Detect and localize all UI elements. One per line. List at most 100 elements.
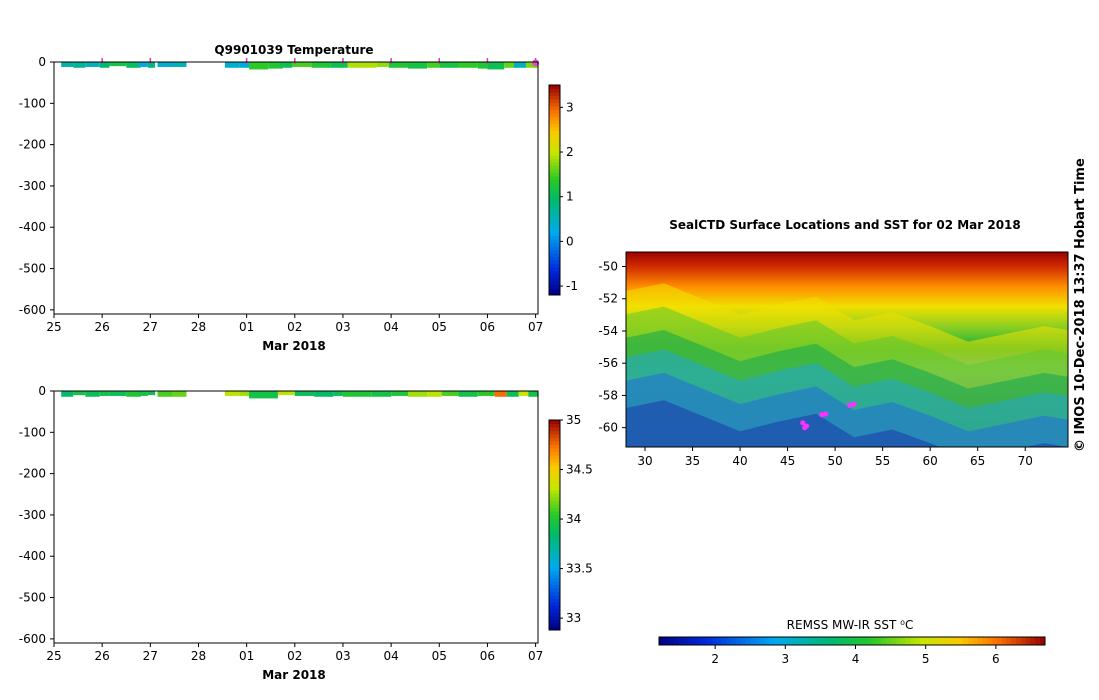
figure-canvas: Q9901039 Temperature 25 26 27 28 01 02 03 04 05 0…: [0, 0, 1099, 700]
profile-bar: [109, 391, 126, 396]
colorbar-segment: [1011, 637, 1016, 645]
colorbar-segment: [997, 637, 1002, 645]
colorbar-segment: [693, 637, 698, 645]
x-tick-label: 45: [780, 454, 795, 468]
colorbar-segment: [549, 455, 560, 459]
profile-bar: [478, 391, 495, 396]
colorbar-segment: [549, 595, 560, 599]
seal-location: [823, 411, 828, 416]
colorbar-segment: [549, 564, 560, 568]
profile-bar: [459, 62, 478, 68]
x-tick-label: 40: [732, 454, 747, 468]
colorbar-segment: [549, 599, 560, 603]
y-tick-label: -100: [19, 96, 46, 110]
colorbar-segment: [549, 152, 560, 156]
colorbar-segment: [775, 637, 780, 645]
x-tick-label: 30: [637, 454, 652, 468]
colorbar-segment: [746, 637, 751, 645]
colorbar-segment: [549, 438, 560, 442]
colorbar-segment: [659, 637, 664, 645]
colorbar-segment: [549, 553, 560, 557]
colorbar-segment: [857, 637, 862, 645]
x-tick-label: 06: [480, 649, 495, 663]
sst-colorbar-label: REMSS MW-IR SST ⁰C: [787, 618, 914, 632]
colorbar-segment: [881, 637, 886, 645]
colorbar-segment: [741, 637, 746, 645]
profile-bar: [314, 391, 333, 397]
sst-map-panel: SealCTD Surface Locations and SST for 02…: [598, 218, 1068, 666]
x-tick-label: 26: [95, 649, 110, 663]
y-tick-label: -400: [19, 220, 46, 234]
colorbar-segment: [549, 288, 560, 292]
x-tick-label: 01: [239, 320, 254, 334]
colorbar-segment: [736, 637, 741, 645]
colorbar-segment: [1006, 637, 1011, 645]
profile-bar: [158, 391, 172, 397]
colorbar-segment: [549, 574, 560, 578]
colorbar-segment: [549, 232, 560, 236]
colorbar-segment: [678, 637, 683, 645]
profile-bar: [148, 391, 155, 395]
colorbar-segment: [549, 424, 560, 428]
colorbar-segment: [549, 159, 560, 163]
x-tick-label: 70: [1018, 454, 1033, 468]
x-tick-label: 01: [239, 649, 254, 663]
colorbar-tick-label: 2: [711, 652, 719, 666]
colorbar-segment: [838, 637, 843, 645]
colorbar-tick-label: -1: [566, 279, 578, 293]
profile-bar: [249, 62, 268, 69]
colorbar-segment: [549, 127, 560, 131]
colorbar-segment: [549, 487, 560, 491]
temperature-y-axis: 0-100-200-300-400-500-600: [19, 55, 54, 317]
colorbar-segment: [549, 623, 560, 627]
y-tick-label: -500: [19, 262, 46, 276]
colorbar-segment: [549, 567, 560, 571]
colorbar-segment: [549, 155, 560, 159]
colorbar-segment: [549, 99, 560, 103]
profile-bar: [372, 391, 391, 397]
colorbar-segment: [549, 497, 560, 501]
colorbar-segment: [794, 637, 799, 645]
colorbar-segment: [549, 581, 560, 585]
colorbar-segment: [804, 637, 809, 645]
profile-bar: [85, 391, 99, 397]
profile-bar: [427, 391, 441, 397]
colorbar-segment: [549, 236, 560, 240]
salinity-section-panel: 25 26 27 28 01 02 03 04 05 06 07 0-100-200-300-400…: [19, 384, 593, 682]
profile-bar: [408, 391, 427, 397]
colorbar-segment: [549, 110, 560, 114]
x-tick-label: 03: [335, 649, 350, 663]
salinity-x-axis: 25 26 27 28 01 02 03 04 05 06 07: [46, 643, 543, 663]
colorbar-segment: [549, 536, 560, 540]
imos-timestamp: © IMOS 10-Dec-2018 13:37 Hobart Time: [1073, 158, 1088, 452]
y-tick-label: 0: [38, 55, 46, 69]
colorbar-segment: [549, 532, 560, 536]
y-tick-label: -100: [19, 425, 46, 439]
colorbar-segment: [702, 637, 707, 645]
x-tick-label: 35: [685, 454, 700, 468]
profile-bar: [138, 391, 148, 396]
profile-bar: [109, 62, 126, 66]
y-tick-label: -58: [598, 388, 618, 402]
x-tick-label: 50: [827, 454, 842, 468]
y-tick-label: -60: [598, 421, 618, 435]
colorbar-segment: [549, 609, 560, 613]
temperature-plot-frame: [54, 62, 538, 314]
x-tick-label: 26: [95, 320, 110, 334]
colorbar-segment: [549, 560, 560, 564]
colorbar-segment: [944, 637, 949, 645]
salinity-y-axis: 0-100-200-300-400-500-600: [19, 384, 54, 646]
colorbar-segment: [813, 637, 818, 645]
colorbar-segment: [549, 141, 560, 145]
y-tick-label: 0: [38, 384, 46, 398]
colorbar-segment: [770, 637, 775, 645]
colorbar-segment: [789, 637, 794, 645]
colorbar-segment: [939, 637, 944, 645]
x-tick-label: 07: [528, 320, 543, 334]
colorbar-segment: [549, 85, 560, 89]
colorbar-segment: [549, 106, 560, 110]
colorbar-segment: [722, 637, 727, 645]
colorbar-segment: [549, 124, 560, 128]
x-tick-label: 02: [287, 649, 302, 663]
colorbar-tick-label: 33: [566, 611, 581, 625]
